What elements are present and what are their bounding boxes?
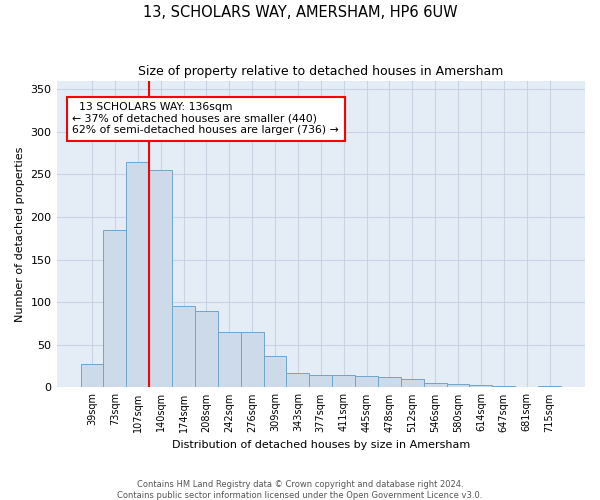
Text: Contains HM Land Registry data © Crown copyright and database right 2024.
Contai: Contains HM Land Registry data © Crown c…: [118, 480, 482, 500]
Bar: [218, 332, 241, 388]
Bar: [195, 310, 218, 388]
Bar: [424, 383, 446, 388]
Bar: [310, 374, 332, 388]
Bar: [469, 385, 493, 388]
Bar: [538, 386, 561, 388]
Bar: [80, 364, 103, 388]
Bar: [401, 379, 424, 388]
Bar: [172, 306, 195, 388]
Bar: [446, 384, 469, 388]
Bar: [149, 170, 172, 388]
Bar: [355, 376, 378, 388]
Bar: [103, 230, 127, 388]
Bar: [241, 332, 263, 388]
Bar: [127, 162, 149, 388]
Bar: [378, 377, 401, 388]
X-axis label: Distribution of detached houses by size in Amersham: Distribution of detached houses by size …: [172, 440, 470, 450]
Title: Size of property relative to detached houses in Amersham: Size of property relative to detached ho…: [138, 65, 503, 78]
Text: 13 SCHOLARS WAY: 136sqm  
← 37% of detached houses are smaller (440)
62% of semi: 13 SCHOLARS WAY: 136sqm ← 37% of detache…: [73, 102, 339, 135]
Bar: [286, 373, 310, 388]
Bar: [493, 386, 515, 388]
Y-axis label: Number of detached properties: Number of detached properties: [15, 146, 25, 322]
Bar: [332, 376, 355, 388]
Text: 13, SCHOLARS WAY, AMERSHAM, HP6 6UW: 13, SCHOLARS WAY, AMERSHAM, HP6 6UW: [143, 5, 457, 20]
Bar: [263, 356, 286, 388]
Bar: [515, 386, 538, 388]
